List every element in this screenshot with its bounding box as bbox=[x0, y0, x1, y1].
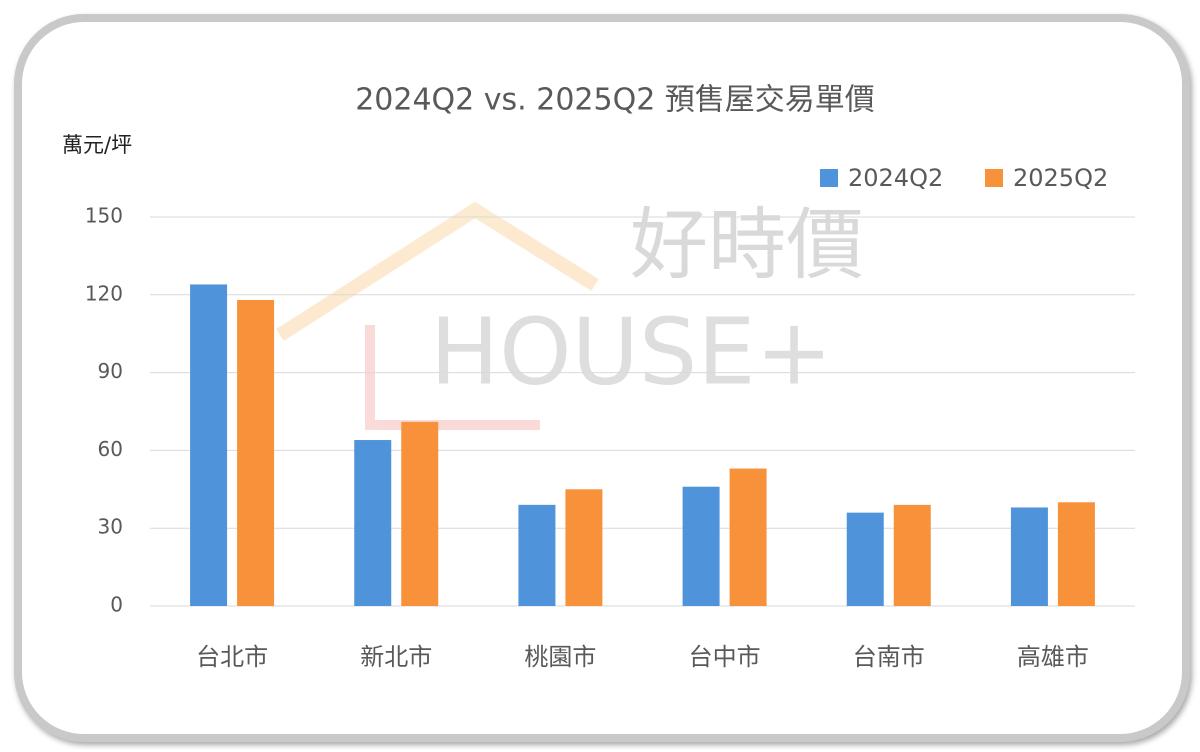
bar bbox=[518, 504, 556, 606]
bar bbox=[682, 486, 720, 606]
watermark: 好時價 HOUSE+ bbox=[276, 200, 864, 430]
x-tick-label: 新北市 bbox=[360, 643, 432, 671]
y-tick-label: 90 bbox=[98, 359, 123, 383]
legend-label: 2024Q2 bbox=[848, 164, 943, 192]
watermark-wall bbox=[365, 325, 540, 430]
legend-swatch bbox=[820, 169, 838, 187]
watermark-brand: 好時價 bbox=[630, 200, 864, 290]
x-tick-label: 台北市 bbox=[196, 643, 268, 671]
bar bbox=[846, 512, 884, 606]
bar bbox=[190, 284, 228, 606]
y-tick-label: 60 bbox=[98, 437, 123, 461]
watermark-logo: HOUSE+ bbox=[430, 298, 833, 405]
watermark-roof bbox=[276, 201, 599, 341]
y-tick-label: 30 bbox=[98, 515, 123, 539]
x-tick-label: 台中市 bbox=[689, 643, 761, 671]
x-tick-label: 台南市 bbox=[853, 643, 925, 671]
bar bbox=[1057, 502, 1095, 606]
x-tick-label: 桃園市 bbox=[524, 643, 596, 671]
legend-swatch bbox=[985, 169, 1003, 187]
bar bbox=[401, 421, 439, 606]
bar bbox=[565, 489, 603, 606]
bar bbox=[354, 440, 392, 606]
bar bbox=[1010, 507, 1048, 606]
chart-title: 2024Q2 vs. 2025Q2 預售屋交易單價 bbox=[355, 83, 875, 118]
bar bbox=[893, 504, 931, 606]
x-tick-label: 高雄市 bbox=[1017, 643, 1089, 671]
bar bbox=[729, 468, 767, 606]
y-tick-label: 0 bbox=[110, 593, 123, 617]
legend-label: 2025Q2 bbox=[1013, 164, 1108, 192]
y-axis-label: 萬元/坪 bbox=[62, 133, 132, 157]
y-tick-label: 150 bbox=[85, 204, 123, 228]
bar bbox=[237, 299, 275, 606]
y-tick-label: 120 bbox=[85, 281, 123, 305]
